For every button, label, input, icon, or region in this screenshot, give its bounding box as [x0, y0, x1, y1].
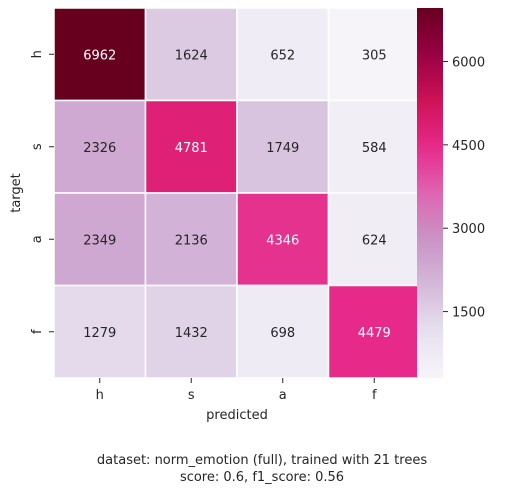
colorbar — [417, 8, 443, 378]
heatmap-cell-s-s — [144, 99, 238, 194]
cell-value-a-s: 2136 — [175, 233, 208, 248]
y-tick-label-f: f — [30, 329, 45, 334]
cell-value-f-f: 4479 — [358, 326, 391, 341]
heatmap-cell-h-h — [53, 7, 147, 102]
heatmap-cell-a-s — [144, 192, 238, 287]
heatmap-cell-h-a — [236, 7, 330, 102]
x-tick-label-s: s — [188, 388, 195, 403]
caption-line-dataset: dataset: norm_emotion (full), trained wi… — [97, 453, 427, 468]
y-tick-label-a: a — [30, 235, 45, 243]
cell-value-h-a: 652 — [270, 48, 295, 63]
colorbar-tick-label-1500: 1500 — [452, 306, 485, 321]
colorbar-tick-label-6000: 6000 — [452, 55, 485, 70]
cell-value-f-a: 698 — [270, 326, 295, 341]
heatmap-cells — [53, 7, 421, 379]
colorbar-tick-label-4500: 4500 — [452, 139, 485, 154]
colorbar-tick-label-3000: 3000 — [452, 222, 485, 237]
cell-value-h-h: 6962 — [83, 48, 116, 63]
colorbar-ticks: 1500 3000 4500 6000 — [443, 55, 485, 321]
heatmap-cell-labels: 6962 1624 652 305 2326 4781 1749 584 2349 2136 434… — [83, 48, 391, 341]
y-axis-ticks: h s a f — [30, 50, 54, 334]
cell-value-f-h: 1279 — [83, 326, 116, 341]
x-tick-label-a: a — [279, 388, 287, 403]
y-tick-label-s: s — [30, 143, 45, 150]
heatmap-cell-a-f — [327, 192, 421, 287]
cell-value-s-h: 2326 — [83, 141, 116, 156]
cell-value-s-f: 584 — [362, 141, 387, 156]
cell-value-a-h: 2349 — [83, 233, 116, 248]
heatmap-cell-h-s — [144, 7, 238, 102]
cell-value-a-f: 624 — [362, 233, 387, 248]
heatmap-cell-s-f — [327, 99, 421, 194]
cell-value-h-f: 305 — [362, 48, 387, 63]
cell-value-h-s: 1624 — [175, 48, 208, 63]
x-tick-label-f: f — [372, 388, 377, 403]
heatmap-cell-f-f — [327, 284, 421, 379]
cell-value-a-a: 4346 — [266, 233, 299, 248]
heatmap-cell-f-s — [144, 284, 238, 379]
y-tick-label-h: h — [30, 50, 45, 58]
cell-value-s-s: 4781 — [175, 141, 208, 156]
cell-value-f-s: 1432 — [175, 326, 208, 341]
x-tick-label-h: h — [96, 388, 104, 403]
caption-line-score: score: 0.6, f1_score: 0.56 — [180, 470, 344, 485]
x-axis-label: predicted — [206, 408, 268, 423]
cell-value-s-a: 1749 — [266, 141, 299, 156]
y-axis-label: target — [9, 173, 24, 213]
